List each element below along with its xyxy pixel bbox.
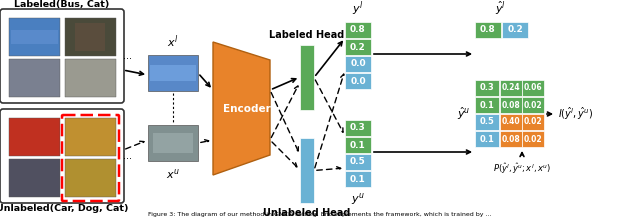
Text: $P(\hat{y}^l, \hat{y}^u; x^l, x^u)$: $P(\hat{y}^l, \hat{y}^u; x^l, x^u)$ bbox=[493, 161, 551, 176]
Text: 0.40: 0.40 bbox=[502, 118, 520, 127]
Bar bbox=[500, 131, 522, 147]
Text: 0.24: 0.24 bbox=[502, 83, 520, 92]
Bar bbox=[148, 125, 198, 161]
Bar bbox=[65, 59, 116, 97]
Bar bbox=[500, 97, 522, 113]
Bar bbox=[345, 171, 371, 187]
Text: 0.5: 0.5 bbox=[350, 157, 366, 166]
Bar bbox=[300, 45, 314, 110]
Text: 0.2: 0.2 bbox=[507, 25, 523, 35]
Text: 0.0: 0.0 bbox=[350, 76, 366, 85]
Bar bbox=[345, 39, 371, 55]
Bar bbox=[500, 80, 522, 96]
Text: 0.02: 0.02 bbox=[524, 118, 542, 127]
Text: 0.8: 0.8 bbox=[350, 25, 366, 35]
Bar bbox=[345, 137, 371, 153]
Text: 0.3: 0.3 bbox=[479, 83, 494, 92]
Bar bbox=[9, 159, 60, 197]
Text: $y^l$: $y^l$ bbox=[352, 0, 364, 18]
Text: 0.2: 0.2 bbox=[350, 42, 366, 51]
Bar bbox=[475, 131, 499, 147]
Text: $\hat{y}^l$: $\hat{y}^l$ bbox=[495, 0, 506, 18]
Bar bbox=[300, 138, 314, 203]
Text: 0.0: 0.0 bbox=[350, 60, 366, 69]
Bar bbox=[475, 22, 501, 38]
Text: 0.1: 0.1 bbox=[350, 141, 366, 150]
Text: 0.1: 0.1 bbox=[350, 175, 366, 184]
Bar bbox=[475, 114, 499, 130]
FancyBboxPatch shape bbox=[0, 109, 124, 203]
Bar bbox=[522, 114, 544, 130]
Bar bbox=[345, 56, 371, 72]
Text: 0.8: 0.8 bbox=[480, 25, 496, 35]
Text: 0.1: 0.1 bbox=[479, 101, 495, 110]
Bar bbox=[65, 118, 116, 156]
Bar bbox=[345, 73, 371, 89]
Bar bbox=[522, 131, 544, 147]
Bar bbox=[475, 80, 499, 96]
Text: $x^l$: $x^l$ bbox=[167, 34, 179, 50]
Bar bbox=[9, 18, 60, 56]
Bar bbox=[75, 23, 105, 51]
Bar bbox=[345, 120, 371, 136]
Text: $\hat{y}^u$: $\hat{y}^u$ bbox=[458, 106, 471, 122]
Text: Figure 3: The diagram of our method in GNCD setting. Enc implements the framewor: Figure 3: The diagram of our method in G… bbox=[148, 212, 492, 217]
Text: 0.08: 0.08 bbox=[502, 134, 520, 143]
Text: Labeled Head: Labeled Head bbox=[269, 30, 344, 40]
Bar bbox=[150, 65, 196, 81]
Text: Unlabeled Head: Unlabeled Head bbox=[263, 208, 351, 218]
Text: 0.06: 0.06 bbox=[524, 83, 542, 92]
Text: ...: ... bbox=[123, 51, 132, 61]
Text: 0.3: 0.3 bbox=[350, 124, 366, 132]
Bar bbox=[502, 22, 528, 38]
Text: 0.5: 0.5 bbox=[479, 118, 495, 127]
Bar bbox=[475, 97, 499, 113]
Bar bbox=[153, 133, 193, 153]
Bar bbox=[65, 159, 116, 197]
Bar bbox=[345, 22, 371, 38]
Bar bbox=[345, 154, 371, 170]
Bar bbox=[500, 114, 522, 130]
Text: $y^u$: $y^u$ bbox=[351, 191, 365, 207]
Bar bbox=[522, 97, 544, 113]
Text: $I(\hat{y}^l, \hat{y}^u)$: $I(\hat{y}^l, \hat{y}^u)$ bbox=[558, 106, 593, 122]
Text: ...: ... bbox=[123, 151, 132, 161]
Text: Unlabeled(Car, Dog, Cat): Unlabeled(Car, Dog, Cat) bbox=[0, 204, 128, 213]
Text: Labeled(Bus, Cat): Labeled(Bus, Cat) bbox=[14, 0, 109, 9]
Text: 0.02: 0.02 bbox=[524, 101, 542, 110]
Bar bbox=[11, 30, 58, 44]
Text: 0.02: 0.02 bbox=[524, 134, 542, 143]
Bar bbox=[522, 80, 544, 96]
Bar bbox=[148, 55, 198, 91]
Text: $x^u$: $x^u$ bbox=[166, 167, 180, 181]
Bar bbox=[9, 118, 60, 156]
Polygon shape bbox=[213, 42, 270, 175]
Bar bbox=[65, 18, 116, 56]
Text: Encoder: Encoder bbox=[223, 104, 270, 113]
FancyBboxPatch shape bbox=[0, 9, 124, 103]
Bar bbox=[9, 59, 60, 97]
Text: 0.1: 0.1 bbox=[479, 134, 495, 143]
Text: 0.08: 0.08 bbox=[502, 101, 520, 110]
